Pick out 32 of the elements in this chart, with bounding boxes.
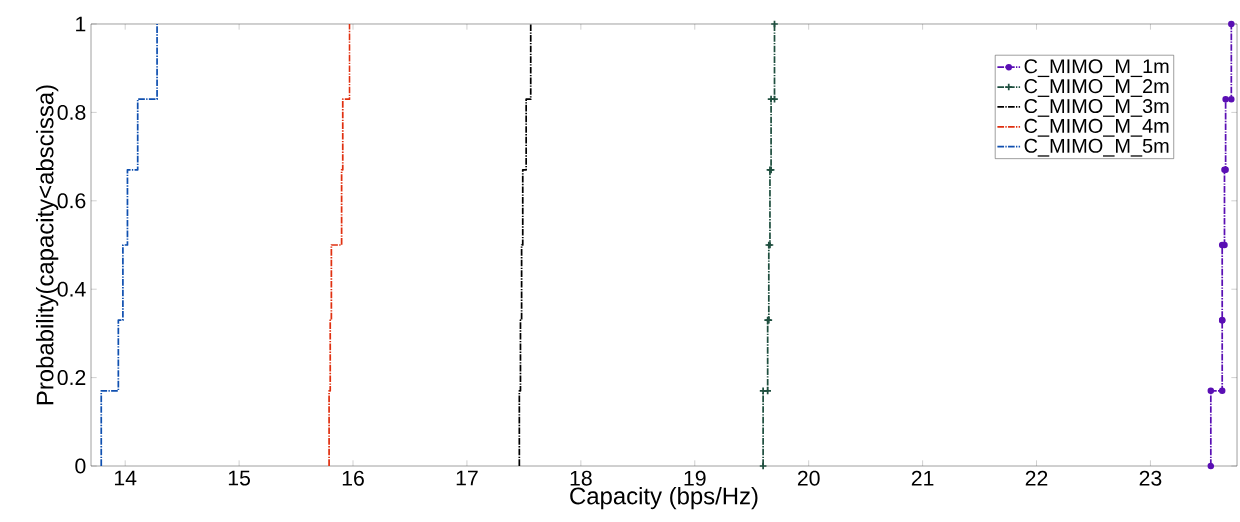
y-tick-label: 0.4 (57, 281, 86, 297)
x-axis-title: Capacity (bps/Hz) (570, 486, 758, 510)
legend-label: C_MIMO_M_4m (1024, 118, 1169, 137)
x-tick-label: 22 (1025, 470, 1048, 486)
point (1218, 387, 1226, 395)
y-tick-label: 0.8 (57, 104, 86, 120)
x-tick-label: 21 (911, 470, 934, 486)
x-tick-label: 19 (684, 470, 706, 486)
y-tick-label: 0 (75, 458, 86, 474)
x-tick-label: 18 (570, 470, 592, 486)
point (1228, 20, 1235, 28)
y-axis-title: Probability(capacity<abscissa) (35, 85, 59, 405)
point (1228, 95, 1235, 103)
y-tick-label: 0.6 (57, 193, 86, 209)
line-series (518, 23, 532, 466)
line-series (328, 23, 351, 466)
y-tick-label: 1 (76, 16, 86, 32)
x-tick-label: 23 (1139, 470, 1162, 486)
legend-label: C_MIMO_M_2m (1024, 79, 1169, 97)
y-tick-label: 0.2 (57, 370, 86, 386)
x-tick-label: 16 (342, 470, 364, 486)
legend-label: C_MIMO_M_3m (1024, 98, 1169, 117)
legend-label: C_MIMO_M_1m (1024, 59, 1169, 78)
point (1222, 95, 1229, 103)
point (1207, 462, 1215, 470)
x-tick-label: 14 (114, 470, 137, 486)
legend-label: C_MIMO_M_5m (1024, 138, 1169, 157)
x-tick-label: 17 (456, 470, 478, 486)
x-tick-label: 15 (228, 470, 251, 486)
x-tick-label: 20 (797, 470, 820, 486)
point (1207, 387, 1215, 395)
line-series (100, 23, 158, 466)
